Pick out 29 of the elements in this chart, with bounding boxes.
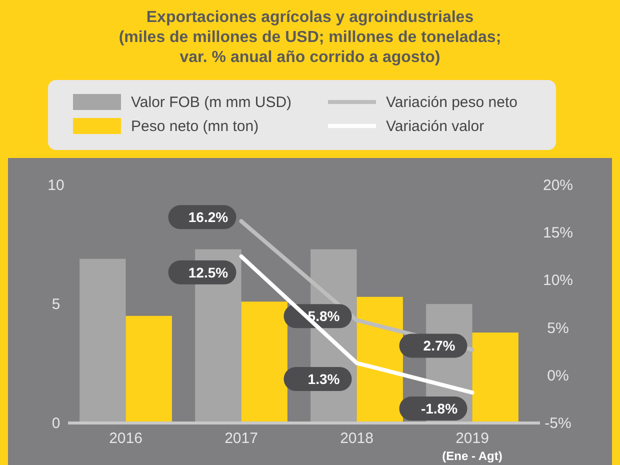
chart-title: Exportaciones agrícolas y agroindustriales (miles de millones de USD; millones de toneladas; var. % anual año corrido a agosto)	[118, 9, 502, 66]
y-tick-label: 10	[48, 177, 64, 194]
legend-label: Variación valor	[386, 118, 484, 135]
y2-tick-label: 5%	[547, 320, 569, 337]
legend-label: Valor FOB (m mm USD)	[131, 94, 292, 111]
data-label: 1.3%	[308, 371, 340, 388]
x-tick-label: 2018	[340, 430, 374, 447]
y-tick-label: 0	[52, 415, 60, 432]
data-label: 16.2%	[188, 209, 229, 226]
data-label: 12.5%	[188, 264, 229, 280]
y2-tick-label: -5%	[544, 415, 572, 432]
y2-tick-label: 20%	[542, 177, 574, 194]
data-label: -1.8%	[420, 400, 458, 417]
y2-tick-label: 0%	[547, 367, 569, 384]
data-label: 2.7%	[423, 338, 456, 354]
y2-tick-label: 15%	[542, 224, 574, 242]
text: (Ene - Agt)	[442, 449, 502, 463]
x-tick-label: 2017	[224, 430, 258, 447]
x-tick-label: 2019	[456, 430, 489, 447]
bar	[472, 332, 518, 423]
legend-label: Peso neto (mn ton)	[131, 118, 259, 135]
y2-tick-label: 10%	[542, 272, 574, 290]
bar	[356, 296, 403, 423]
bar	[126, 316, 172, 423]
x-tick-label: 2016	[109, 430, 142, 447]
bar	[241, 302, 288, 423]
y-tick-label: 5	[52, 296, 60, 313]
legend-label: Variación peso neto	[386, 94, 518, 111]
bar	[80, 258, 126, 423]
